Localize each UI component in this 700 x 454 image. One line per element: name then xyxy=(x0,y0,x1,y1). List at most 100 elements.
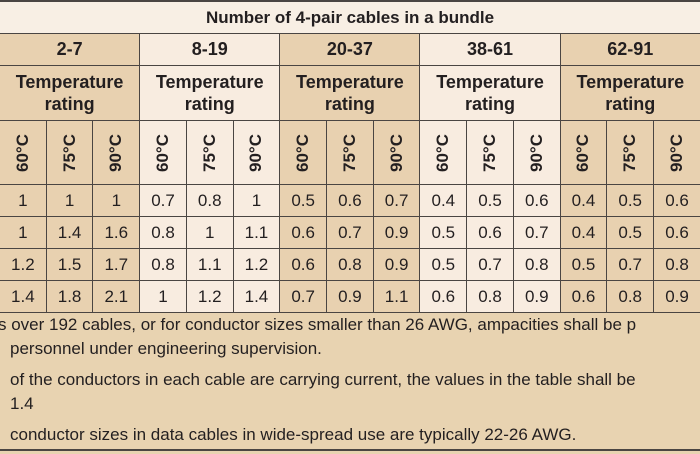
footnote-line: conductor sizes in data cables in wide-s… xyxy=(10,425,577,444)
subheader-row: Temperature rating Temperature rating Temp… xyxy=(0,65,700,121)
table-cell: 0.8 xyxy=(512,248,561,281)
table-cell: 0.9 xyxy=(372,216,421,249)
table-cell: 1 xyxy=(45,184,94,217)
temp-label: 75°C xyxy=(480,133,500,172)
table-cell: 1 xyxy=(0,216,47,249)
table-cell: 0.9 xyxy=(372,248,421,281)
table-cell: 0.9 xyxy=(326,280,374,313)
table-cell: 0.7 xyxy=(606,248,655,281)
temp-label: 90°C xyxy=(246,133,266,172)
temp-header: 60°C xyxy=(559,120,608,185)
table-cell: 1.6 xyxy=(92,216,141,249)
temp-header: 90°C xyxy=(372,120,421,185)
temperature-rating-header: Temperature rating xyxy=(139,65,281,121)
table-cell: 0.8 xyxy=(139,216,187,249)
table-cell: 1 xyxy=(185,216,234,249)
table-cell: 0.4 xyxy=(419,184,468,217)
temp-header: 90°C xyxy=(92,120,141,185)
table-cell: 0.6 xyxy=(466,216,514,249)
temp-label: 60°C xyxy=(153,133,173,172)
table-cell: 0.7 xyxy=(326,216,374,249)
temp-header: 90°C xyxy=(232,120,281,185)
temp-header: 60°C xyxy=(0,120,47,185)
group-header: 62-91 xyxy=(559,33,700,66)
temp-header: 60°C xyxy=(139,120,187,185)
group-header: 2-7 xyxy=(0,33,141,66)
temp-label: 60°C xyxy=(293,133,313,172)
table-cell: 1 xyxy=(139,280,187,313)
footnote-line: personnel under engineering supervision. xyxy=(10,339,322,358)
table-title: Number of 4-pair cables in a bundle xyxy=(0,0,700,34)
table-cell: 2.1 xyxy=(92,280,141,313)
temp-header: 75°C xyxy=(326,120,374,185)
table-cell: 0.5 xyxy=(419,248,468,281)
table-cell: 0.9 xyxy=(653,280,700,313)
table-cell: 1 xyxy=(0,184,47,217)
table-cell: 0.7 xyxy=(372,184,421,217)
table-cell: 0.7 xyxy=(512,216,561,249)
temp-header: 90°C xyxy=(653,120,700,185)
table-cell: 1.2 xyxy=(232,248,281,281)
table-cell: 0.7 xyxy=(466,248,514,281)
temp-label: 90°C xyxy=(386,133,406,172)
table-row: 1.4 1.8 2.1 1 1.2 1.4 0.7 0.9 1.1 0.6 0.8 0.9 0.6 0.8… xyxy=(0,280,700,313)
table-row: 1 1 1 0.7 0.8 1 0.5 0.6 0.7 0.4 0.5 0.6 0.4 0.5 0.6 xyxy=(0,184,700,217)
temp-label: 60°C xyxy=(573,133,593,172)
temp-label: 90°C xyxy=(526,133,546,172)
footnote-line: 1.4 xyxy=(10,394,34,413)
group-row: 2-7 8-19 20-37 38-61 62-91 xyxy=(0,33,700,66)
temperature-rating-header: Temperature rating xyxy=(0,65,141,121)
table-row: 1 1.4 1.6 0.8 1 1.1 0.6 0.7 0.9 0.5 0.6 0.7 0.4 0.5 0.… xyxy=(0,216,700,249)
temp-label: 75°C xyxy=(339,133,359,172)
title-row: Number of 4-pair cables in a bundle xyxy=(0,0,700,34)
table-cell: 1.8 xyxy=(45,280,94,313)
table-cell: 0.4 xyxy=(559,216,608,249)
temp-label: 75°C xyxy=(620,133,640,172)
table-cell: 0.6 xyxy=(279,216,328,249)
temperature-rating-header: Temperature rating xyxy=(559,65,700,121)
table-cell: 0.8 xyxy=(653,248,700,281)
table-cell: 1.7 xyxy=(92,248,141,281)
temp-header: 75°C xyxy=(45,120,94,185)
table-cell: 0.6 xyxy=(559,280,608,313)
table-cell: 1.2 xyxy=(0,248,47,281)
temp-header: 60°C xyxy=(419,120,468,185)
table-cell: 0.6 xyxy=(279,248,328,281)
footnote: of the conductors in each cable are carr… xyxy=(0,368,700,416)
table-cell: 0.5 xyxy=(606,184,655,217)
table-cell: 0.8 xyxy=(185,184,234,217)
group-header: 38-61 xyxy=(419,33,561,66)
table-cell: 1 xyxy=(232,184,281,217)
temp-label: 75°C xyxy=(199,133,219,172)
ampacity-table: Number of 4-pair cables in a bundle 2-7 8-… xyxy=(0,0,700,313)
temp-label: 60°C xyxy=(433,133,453,172)
bottom-rule xyxy=(0,449,700,451)
table-cell: 0.5 xyxy=(559,248,608,281)
temp-header: 60°C xyxy=(279,120,328,185)
footnotes: s over 192 cables, or for conductor size… xyxy=(0,313,700,454)
footnote: s over 192 cables, or for conductor size… xyxy=(0,313,700,361)
table-cell: 0.7 xyxy=(279,280,328,313)
table-cell: 0.7 xyxy=(139,184,187,217)
temp-header: 90°C xyxy=(512,120,561,185)
table-cell: 0.6 xyxy=(419,280,468,313)
table-cell: 0.6 xyxy=(653,216,700,249)
table-cell: 0.5 xyxy=(419,216,468,249)
table-cell: 1.2 xyxy=(185,280,234,313)
table-cell: 1.4 xyxy=(45,216,94,249)
footnote-line: of the conductors in each cable are carr… xyxy=(10,370,636,389)
table-cell: 1.1 xyxy=(372,280,421,313)
temperature-rating-header: Temperature rating xyxy=(419,65,561,121)
table-cell: 0.6 xyxy=(326,184,374,217)
temp-label: 75°C xyxy=(59,133,79,172)
table-cell: 1.4 xyxy=(232,280,281,313)
table-cell: 0.5 xyxy=(466,184,514,217)
table-cell: 0.8 xyxy=(466,280,514,313)
table-cell: 1 xyxy=(92,184,141,217)
table-cell: 1.5 xyxy=(45,248,94,281)
temp-header: 75°C xyxy=(466,120,514,185)
table-cell: 0.8 xyxy=(326,248,374,281)
temp-label: 60°C xyxy=(12,133,32,172)
table-cell: 1.1 xyxy=(232,216,281,249)
table-cell: 0.8 xyxy=(606,280,655,313)
